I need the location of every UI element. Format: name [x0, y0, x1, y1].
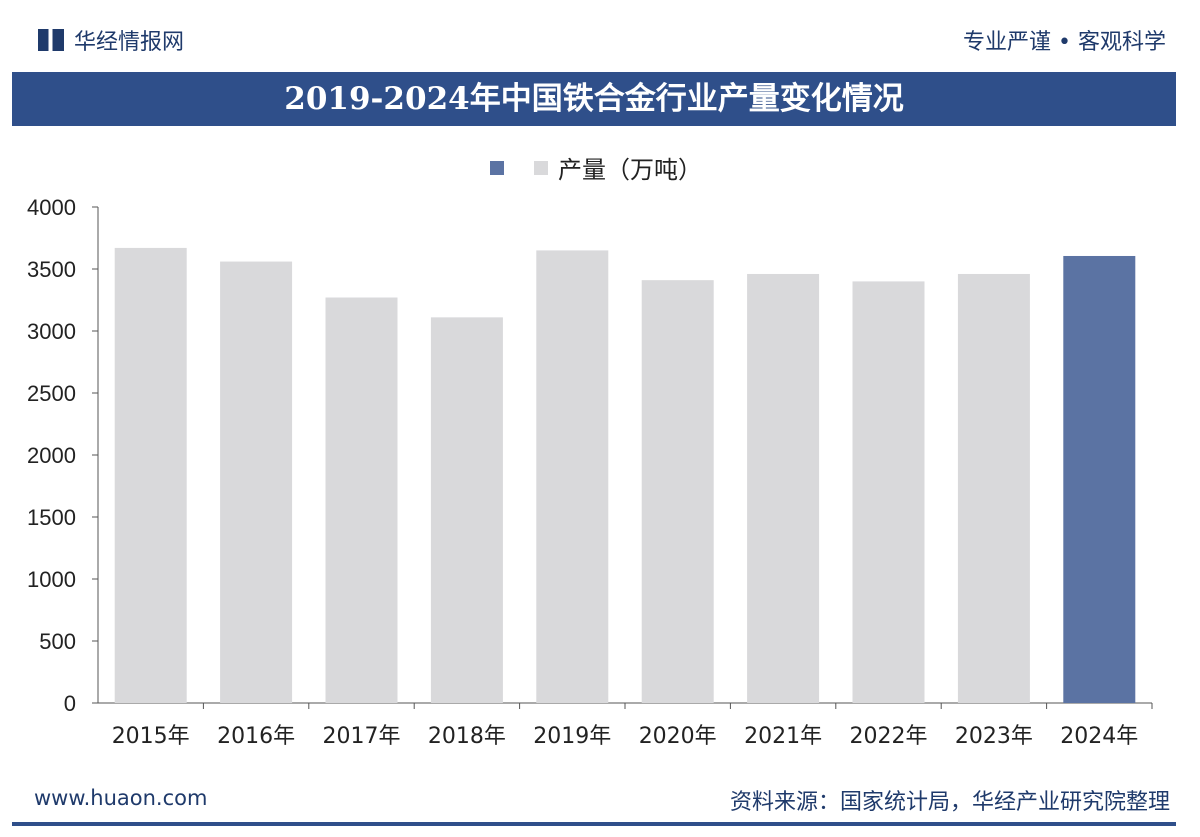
y-tick-label: 1500 — [27, 505, 76, 530]
bar — [747, 273, 820, 703]
header: 华经情报网 专业严谨 • 客观科学 — [0, 0, 1200, 68]
logo-icon — [38, 29, 64, 51]
x-tick-label: 2019年 — [533, 724, 611, 749]
bar — [1063, 255, 1136, 704]
y-tick-label: 4000 — [27, 195, 76, 220]
bar — [957, 273, 1030, 703]
brand-name: 华经情报网 — [74, 30, 185, 55]
y-tick-label: 2000 — [27, 443, 76, 468]
source-note: 资料来源：国家统计局，华经产业研究院整理 — [729, 790, 1170, 815]
y-tick-label: 3000 — [27, 319, 76, 344]
bar — [852, 281, 925, 703]
x-tick-label: 2023年 — [955, 724, 1033, 749]
legend-swatch — [534, 160, 548, 175]
y-tick-label: 1000 — [27, 567, 76, 592]
x-tick-label: 2022年 — [850, 724, 928, 749]
bar — [641, 280, 714, 703]
slogan: 专业严谨 • 客观科学 — [963, 30, 1166, 55]
website-link[interactable]: www.huaon.com — [34, 786, 208, 810]
chart-title: 2019-2024年中国铁合金行业产量变化情况 — [12, 72, 1176, 126]
bar — [430, 317, 503, 703]
x-tick-label: 2017年 — [323, 724, 401, 749]
brand-logo: 华经情报网 — [38, 24, 184, 56]
bar — [325, 297, 398, 703]
y-tick-label: 0 — [64, 691, 76, 716]
legend-label: 产量（万吨） — [558, 156, 702, 184]
bottom-divider — [12, 822, 1176, 826]
x-tick-label: 2016年 — [217, 724, 295, 749]
y-tick-label: 3500 — [27, 257, 76, 282]
x-tick-label: 2015年 — [112, 724, 190, 749]
bar — [536, 250, 609, 703]
bar — [220, 261, 293, 703]
x-tick-label: 2020年 — [639, 724, 717, 749]
bar — [114, 247, 187, 704]
legend-swatch-highlight — [490, 160, 504, 175]
legend: 产量（万吨） — [490, 150, 702, 185]
y-tick-label: 500 — [39, 629, 76, 654]
x-tick-label: 2024年 — [1060, 724, 1138, 749]
x-tick-label: 2018年 — [428, 724, 506, 749]
y-tick-label: 2500 — [27, 381, 76, 406]
x-tick-label: 2021年 — [744, 724, 822, 749]
